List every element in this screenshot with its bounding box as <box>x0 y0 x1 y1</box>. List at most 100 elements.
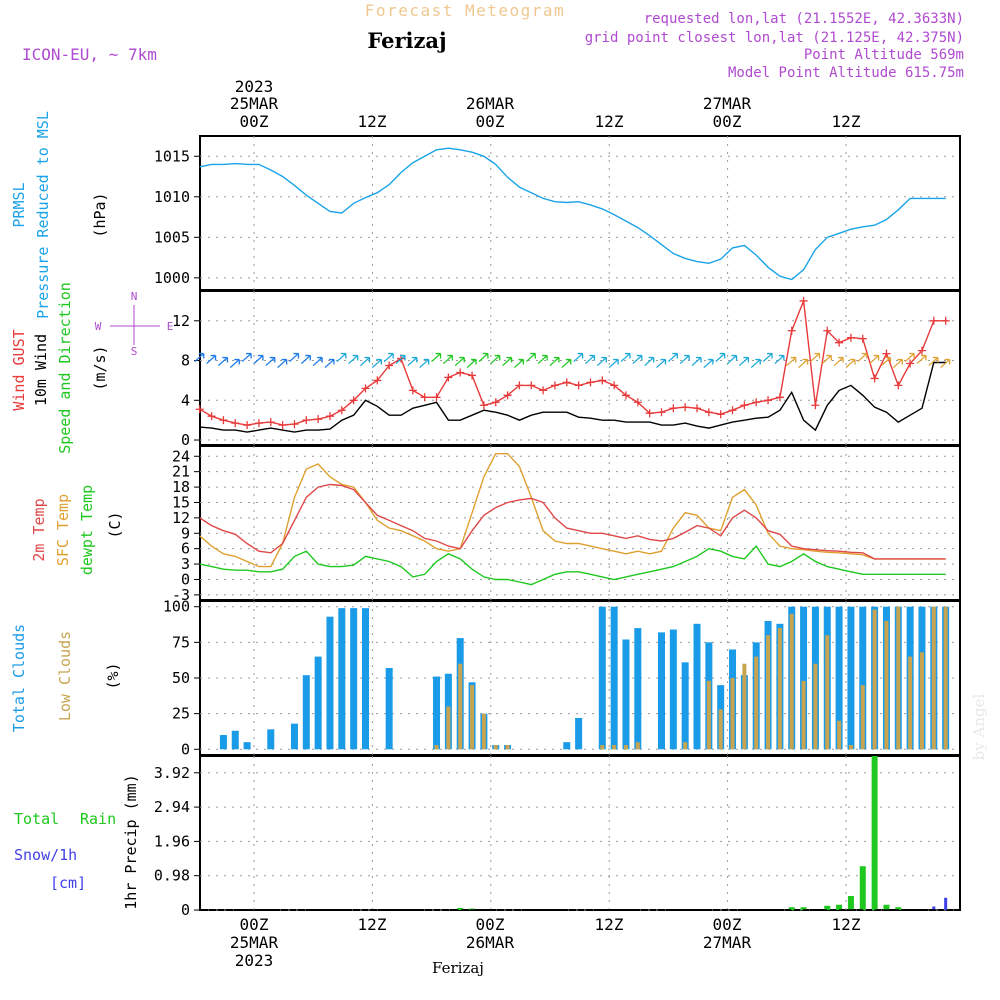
wind-direction-arrow <box>442 354 454 365</box>
wind-direction-arrow <box>537 354 548 365</box>
gust-line-marker <box>811 401 820 410</box>
low-cloud-bar <box>813 663 818 750</box>
y-tick-label: 1005 <box>154 228 190 246</box>
total-cloud-bar <box>350 608 358 750</box>
model-altitude: Model Point Altitude 615.75m <box>728 65 964 81</box>
y-tick-label: 3 <box>181 555 190 573</box>
total-cloud-bar <box>302 675 310 750</box>
gust-line-marker <box>385 361 394 370</box>
total-cloud-bar <box>669 629 677 750</box>
panel-frame-temperature <box>199 445 961 601</box>
wind-direction-arrow <box>809 352 821 363</box>
gust-line <box>199 300 946 426</box>
bottom-hour-1: 00Z <box>240 915 269 934</box>
wind-direction-arrow <box>206 354 217 365</box>
wind-direction-arrow <box>229 358 240 369</box>
wind-direction-arrow <box>703 358 714 369</box>
wind-direction-arrow <box>454 356 465 367</box>
low-cloud-bar <box>612 745 617 750</box>
total-cloud-bar <box>314 656 322 750</box>
wind-direction-arrow <box>738 356 750 367</box>
total-cloud-bar <box>859 606 867 750</box>
gust-line-marker <box>231 419 240 428</box>
y-tick-label: 0 <box>181 431 190 449</box>
wind-direction-arrow <box>786 356 797 367</box>
gust-line-marker <box>740 401 749 410</box>
y-tick-label: 25 <box>172 705 190 723</box>
gust-line-marker <box>633 398 642 407</box>
total-cloud-bar <box>610 606 618 750</box>
gust-line-marker <box>752 398 761 407</box>
low-cloud-bar <box>635 742 640 750</box>
wind-direction-arrow <box>833 356 844 367</box>
wind-direction-arrow <box>502 356 513 367</box>
model-name: ICON-EU, ~ 7km <box>22 45 157 64</box>
location-title: Ferizaj <box>367 28 446 53</box>
wind-direction-arrow <box>715 352 726 363</box>
top-date-2: 26MAR <box>466 94 515 113</box>
total-cloud-bar <box>800 606 808 750</box>
pressure-label-prmsl: PRMSL <box>10 182 28 227</box>
gust-line-marker <box>278 421 287 430</box>
gust-line-marker <box>846 333 855 342</box>
wind-direction-arrow <box>821 354 832 365</box>
gust-line-marker <box>681 403 690 412</box>
wind-direction-arrow <box>513 358 525 369</box>
wind-label-gust: Wind GUST <box>10 329 28 410</box>
top-hour-2: 12Z <box>358 112 387 131</box>
compass-n: N <box>131 290 138 303</box>
precip-axis-label: 1hr Precip (mm) <box>122 774 140 909</box>
low-cloud-bar <box>825 635 830 750</box>
gust-line-marker <box>894 381 903 390</box>
low-cloud-bar <box>789 613 794 750</box>
footer-location: Ferizaj <box>432 959 484 977</box>
low-cloud-bar <box>742 663 747 750</box>
gust-line-marker <box>657 408 666 417</box>
low-cloud-bar <box>848 745 853 750</box>
wind-direction-arrow <box>904 352 915 363</box>
total-cloud-bar <box>622 639 630 750</box>
total-cloud-bar <box>835 606 843 750</box>
gust-line-marker <box>562 378 571 387</box>
plot-area: 100010051010101504812-303691215182124025… <box>154 135 961 919</box>
wind-direction-arrow <box>667 352 678 363</box>
gust-line-marker <box>621 391 630 400</box>
total-cloud-bar <box>563 742 571 750</box>
rain-bar <box>800 907 807 910</box>
low-cloud-bar <box>470 685 475 750</box>
gust-line-marker <box>574 381 583 390</box>
requested-coords: requested lon,lat (21.1552E, 42.3633N) <box>644 11 964 27</box>
wind-speed-line <box>199 361 946 433</box>
gust-line-marker <box>373 376 382 385</box>
dewpoint-line <box>199 544 946 586</box>
gust-line-marker <box>787 326 796 335</box>
low-cloud-bar <box>493 745 498 750</box>
bottom-date-2: 26MAR <box>466 933 515 952</box>
gust-line-marker <box>195 405 204 414</box>
wind-direction-arrow <box>549 356 560 367</box>
wind-direction-arrow <box>312 356 323 367</box>
panel-frame-wind <box>199 290 961 446</box>
total-cloud-bar <box>693 623 701 750</box>
low-cloud-bar <box>600 745 605 750</box>
gust-line-marker <box>693 404 702 413</box>
gust-line-marker <box>917 346 926 355</box>
gust-line-marker <box>704 408 713 417</box>
gust-line-marker <box>325 412 334 421</box>
wind-direction-arrow <box>691 356 702 367</box>
low-cloud-bar <box>777 628 782 750</box>
wind-direction-arrow <box>324 358 335 369</box>
y-tick-label: 0 <box>181 901 190 919</box>
bottom-year: 2023 <box>235 951 274 970</box>
total-cloud-bar <box>598 606 606 750</box>
wind-direction-arrow <box>857 352 868 363</box>
low-cloud-bar <box>730 678 735 750</box>
precip-label-unit: [cm] <box>50 874 86 892</box>
bottom-hour-3: 00Z <box>476 915 505 934</box>
y-tick-label: 0.98 <box>154 867 190 885</box>
top-hour-3: 00Z <box>476 112 505 131</box>
gust-line-marker <box>716 410 725 419</box>
gust-line-marker <box>479 401 488 410</box>
rain-bar <box>895 907 902 910</box>
snow-bar <box>944 897 948 910</box>
